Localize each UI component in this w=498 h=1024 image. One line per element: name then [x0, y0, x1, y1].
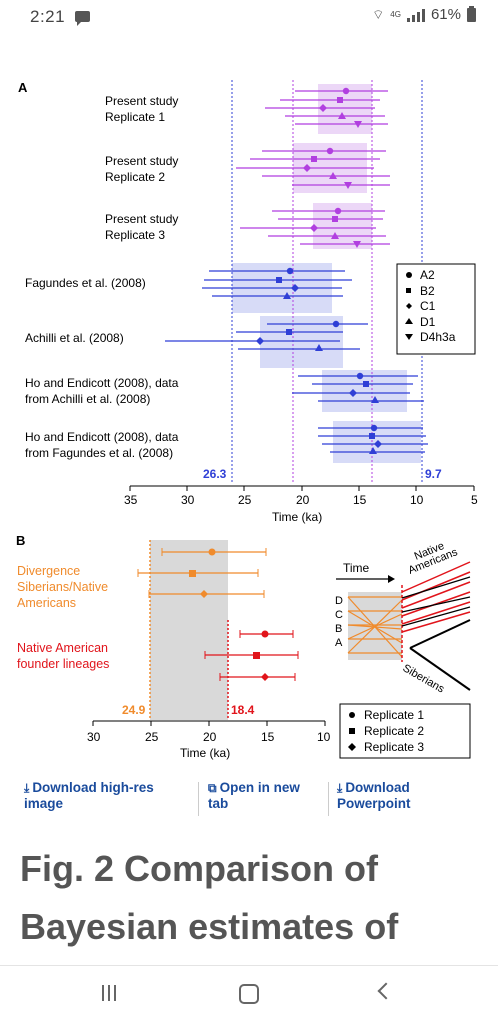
- band-achilli: [260, 316, 343, 368]
- battery-icon: [467, 5, 476, 22]
- band-ho-achilli: [322, 370, 407, 412]
- diagram-siberians: Siberians: [401, 662, 447, 696]
- group-label-rep2-l1: Present study: [105, 154, 178, 168]
- home-button[interactable]: [239, 984, 259, 1004]
- ref-label-a-left: 26.3: [203, 467, 227, 481]
- group-label-rep3-l2: Replicate 3: [105, 228, 165, 242]
- band-b: [150, 540, 228, 720]
- battery-percent: 61%: [430, 6, 461, 23]
- diagram-letter-b: B: [335, 623, 342, 635]
- group-label-rep1-l2: Replicate 1: [105, 110, 165, 124]
- group-label-rep2-l2: Replicate 2: [105, 170, 165, 184]
- legend-a: [396, 263, 476, 355]
- legend-a-marker-3: [406, 303, 412, 309]
- panel-a-label: A: [18, 80, 28, 95]
- download-powerpoint-link[interactable]: ⤓ Download Powerpoint: [337, 780, 457, 811]
- legend-a-marker-2: [406, 288, 411, 293]
- signal-icon: [406, 8, 425, 22]
- ref-label-a-right: 9.7: [425, 467, 442, 481]
- tick-a-20: 20: [296, 493, 310, 507]
- link-divider: [328, 782, 329, 816]
- message-notification-icon: [75, 11, 90, 26]
- legend-b: [339, 703, 471, 759]
- x-axis-label-b: Time (ka): [180, 746, 230, 760]
- download-icon: ⤓: [337, 781, 343, 795]
- legend-b-rep3: Replicate 3: [364, 740, 424, 754]
- group-label-ho-achilli-l1: Ho and Endicott (2008), data: [25, 376, 179, 390]
- figure-svg: A Present study Replicate 1 Present stud…: [16, 80, 478, 760]
- open-new-tab-link[interactable]: ⧉ Open in new tab: [208, 780, 320, 811]
- tick-b-25: 25: [145, 730, 159, 744]
- figure-caption-heading: Fig. 2 Comparison of Bayesian estimates …: [20, 848, 399, 947]
- b-group1-l1: Divergence: [17, 564, 80, 578]
- group-label-fagundes: Fagundes et al. (2008): [25, 276, 146, 290]
- intervals-a: [165, 87, 428, 454]
- band-rep3: [313, 203, 372, 249]
- tick-b-20: 20: [203, 730, 217, 744]
- legend-b-marker-2: [349, 728, 355, 734]
- ref-label-b-left: 24.9: [122, 703, 146, 717]
- diagram-letter-c: C: [335, 609, 343, 621]
- tick-a-10: 10: [410, 493, 424, 507]
- intervals-b: [137, 548, 299, 681]
- download-powerpoint-label: Download Powerpoint: [337, 780, 411, 811]
- b-group1-l2: Siberians/Native: [17, 580, 108, 594]
- status-bar: 2:21 ⌔ 4G 61%: [0, 0, 498, 34]
- tick-b-10: 10: [317, 730, 331, 744]
- legend-a-marker-5: [405, 334, 413, 340]
- link-divider: [198, 782, 199, 816]
- tick-b-30: 30: [87, 730, 101, 744]
- legend-a-c1: C1: [420, 299, 436, 313]
- wifi-icon: ⌔: [372, 6, 385, 22]
- legend-b-marker-3: [348, 743, 356, 751]
- download-icon: ⤓: [24, 781, 30, 795]
- group-label-ho-achilli-l2: from Achilli et al. (2008): [25, 392, 150, 406]
- tick-a-25: 25: [238, 493, 252, 507]
- x-axis-label-a: Time (ka): [272, 510, 322, 524]
- tick-a-15: 15: [353, 493, 367, 507]
- legend-a-a2: A2: [420, 268, 435, 282]
- group-label-ho-fagundes-l2: from Fagundes et al. (2008): [25, 446, 173, 460]
- tick-a-30: 30: [181, 493, 195, 507]
- diagram-time-label: Time: [343, 561, 370, 575]
- b-group2-l2: founder lineages: [17, 657, 109, 671]
- network-type: 4G: [390, 10, 401, 19]
- download-hires-label: Download high-res image: [24, 780, 154, 811]
- group-label-ho-fagundes-l1: Ho and Endicott (2008), data: [25, 430, 179, 444]
- figure-image: A Present study Replicate 1 Present stud…: [0, 34, 498, 774]
- group-label-rep3-l1: Present study: [105, 212, 178, 226]
- recent-apps-button[interactable]: [102, 985, 116, 1001]
- legend-a-marker-4: [405, 318, 413, 324]
- tick-a-5: 5: [471, 493, 478, 507]
- external-link-icon: ⧉: [208, 781, 217, 795]
- panel-b-label: B: [16, 533, 25, 548]
- group-label-rep1-l1: Present study: [105, 94, 178, 108]
- legend-a-marker-1: [406, 272, 412, 278]
- diagram-letter-a: A: [335, 637, 343, 649]
- group-label-achilli: Achilli et al. (2008): [25, 331, 124, 345]
- ref-label-b-right: 18.4: [231, 703, 255, 717]
- download-links: ⤓ Download high-res image ⧉ Open in new ta…: [0, 780, 498, 820]
- legend-b-marker-1: [349, 712, 355, 718]
- legend-a-d1: D1: [420, 315, 436, 329]
- download-hires-link[interactable]: ⤓ Download high-res image: [24, 780, 184, 811]
- tick-b-15: 15: [261, 730, 275, 744]
- divergence-diagram: Time D C: [335, 540, 471, 696]
- b-group1-l3: Americans: [17, 596, 76, 610]
- back-button[interactable]: [377, 982, 395, 1000]
- status-indicators: ⌔ 4G 61%: [372, 5, 476, 23]
- legend-b-rep1: Replicate 1: [364, 708, 424, 722]
- legend-b-rep2: Replicate 2: [364, 724, 424, 738]
- b-group2-l1: Native American: [17, 641, 108, 655]
- android-nav-bar: [0, 965, 498, 1024]
- legend-a-d4h3a: D4h3a: [420, 330, 456, 344]
- legend-a-b2: B2: [420, 284, 435, 298]
- x-ticks-a: [129, 486, 475, 491]
- x-ticks-b: [92, 721, 326, 726]
- diagram-letter-d: D: [335, 595, 343, 607]
- status-time: 2:21: [30, 7, 66, 26]
- tick-a-35: 35: [124, 493, 138, 507]
- open-new-tab-label: Open in new tab: [208, 780, 300, 811]
